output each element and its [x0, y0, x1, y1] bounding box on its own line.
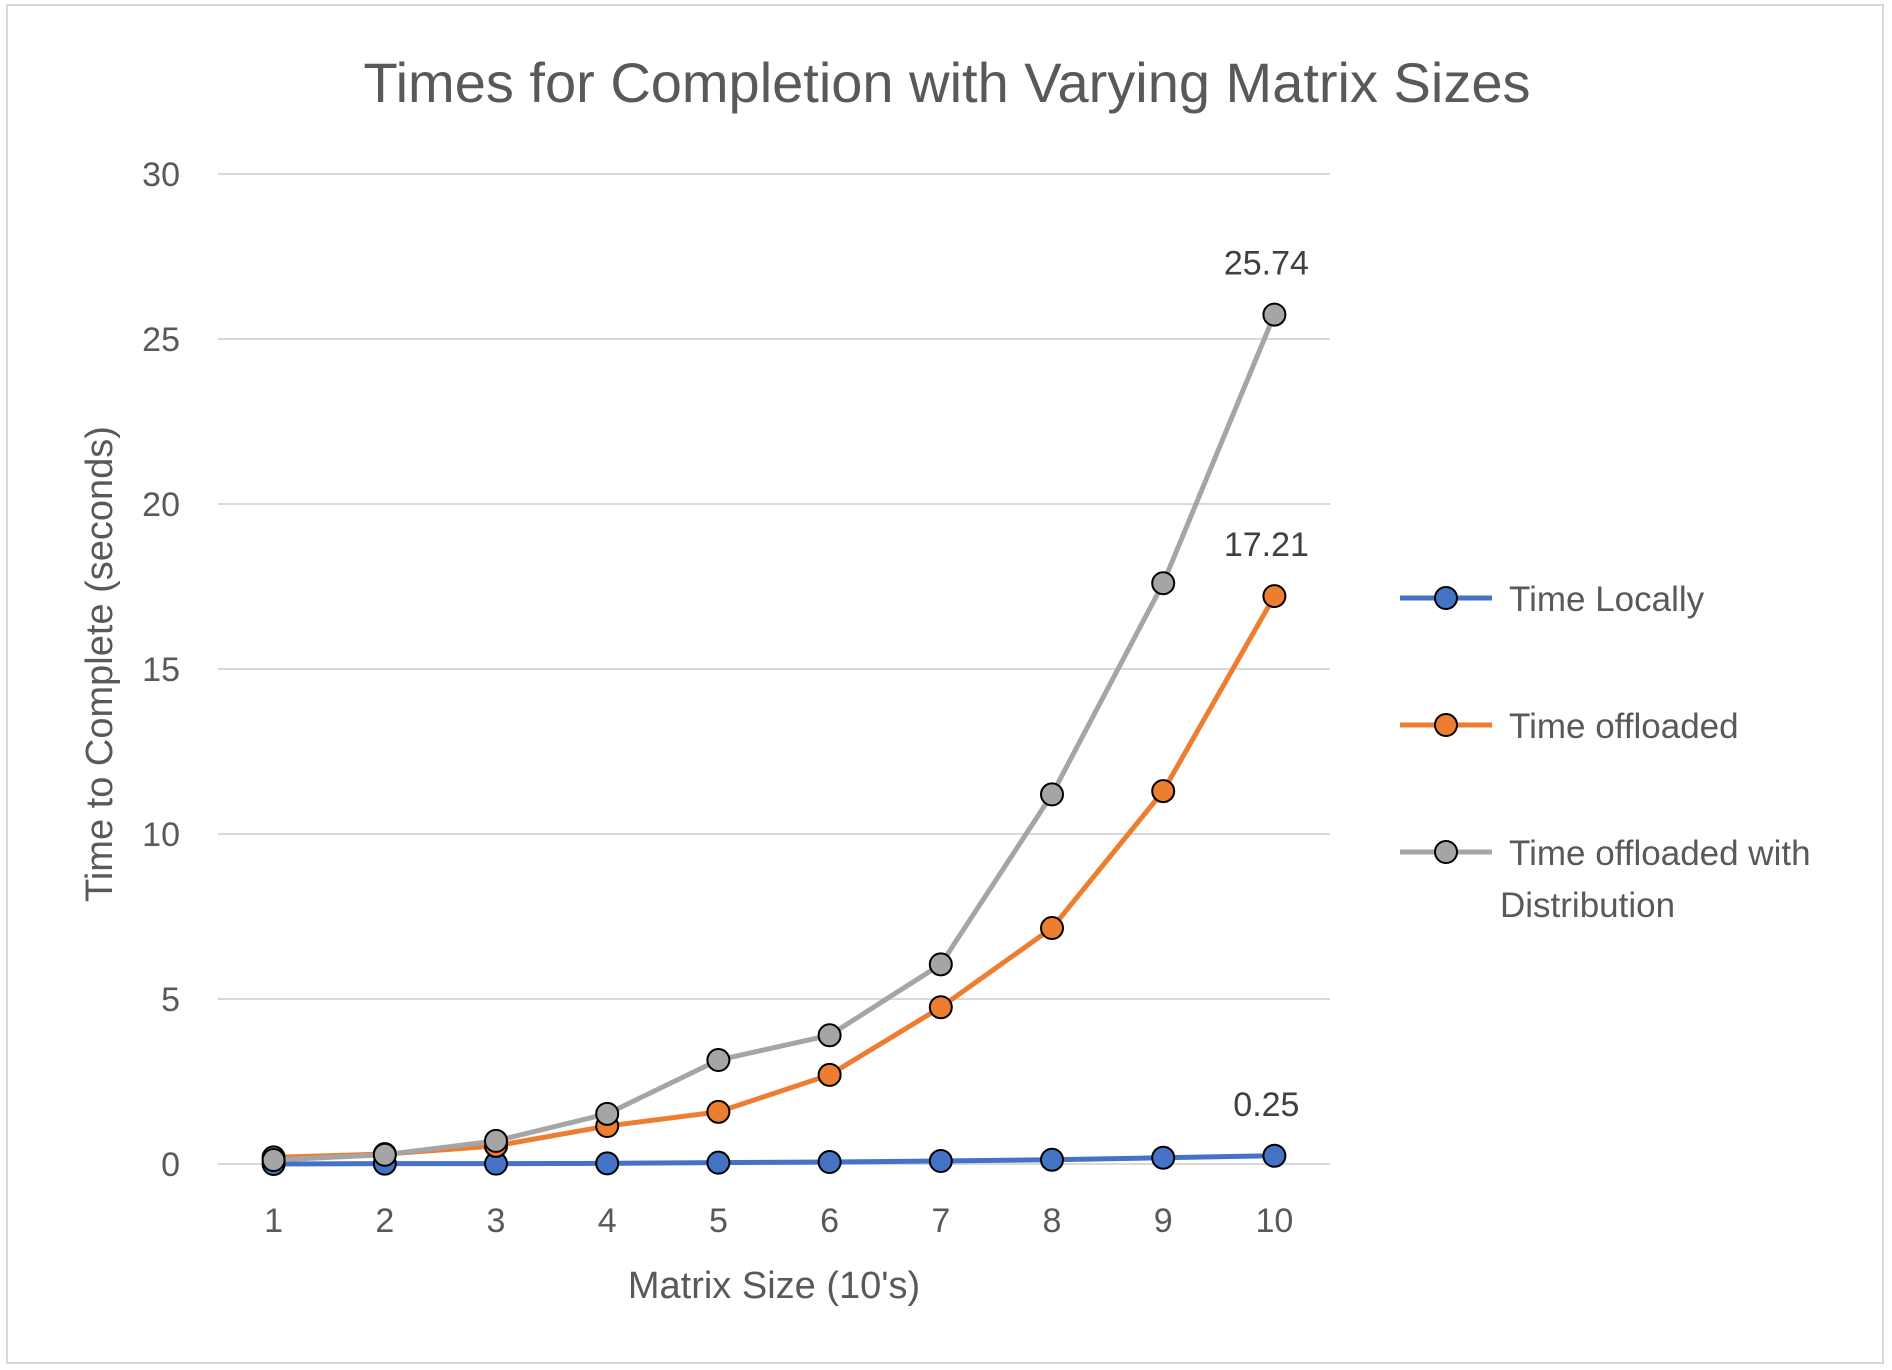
series-lines [261, 302, 1287, 1176]
legend-label: Distribution [1500, 886, 1675, 925]
data-point [372, 1142, 397, 1167]
data-point [1262, 584, 1287, 609]
legend-item-1: Time offloaded [1400, 707, 1739, 746]
y-tick-label: 10 [142, 816, 180, 854]
data-point [706, 1150, 731, 1175]
x-tick-label: 6 [820, 1202, 839, 1240]
data-point [1262, 1143, 1287, 1168]
legend-label: Time Locally [1509, 580, 1705, 619]
data-point [928, 995, 953, 1020]
x-tick-label: 4 [598, 1202, 617, 1240]
data-point [928, 952, 953, 977]
x-tick-label: 1 [264, 1202, 283, 1240]
data-point [1040, 916, 1064, 941]
data-point [261, 1148, 286, 1173]
y-tick-label: 20 [142, 486, 180, 524]
data-point [1151, 1145, 1176, 1170]
x-tick-label: 9 [1154, 1202, 1173, 1240]
chart-title: Times for Completion with Varying Matrix… [363, 51, 1530, 114]
y-axis-ticks: 0 5 10 15 20 25 30 [142, 156, 180, 1184]
x-axis-title: Matrix Size (10's) [628, 1265, 920, 1307]
legend-label: Time offloaded [1509, 707, 1739, 746]
series-line [271, 1153, 1277, 1167]
data-point [706, 1048, 731, 1073]
data-point [817, 1150, 842, 1175]
series-line [271, 312, 1277, 1163]
legend-marker [1434, 840, 1458, 864]
y-tick-label: 15 [142, 651, 180, 689]
data-point [1040, 1147, 1064, 1172]
data-point [595, 1151, 620, 1176]
data-label: 0.25 [1233, 1086, 1299, 1124]
x-tick-label: 2 [375, 1202, 394, 1240]
y-tick-label: 25 [142, 321, 180, 359]
y-axis-title: Time to Complete (seconds) [79, 426, 121, 902]
x-tick-label: 7 [931, 1202, 950, 1240]
data-point [595, 1101, 620, 1126]
legend-marker [1434, 713, 1458, 737]
y-tick-label: 0 [161, 1146, 180, 1184]
data-point [817, 1062, 842, 1087]
legend: Time Locally Time offloaded Time offloaded… [1400, 580, 1811, 925]
x-tick-label: 10 [1255, 1202, 1293, 1240]
data-point [1151, 779, 1176, 804]
data-point [1040, 782, 1064, 807]
series-1 [261, 584, 1287, 1170]
series-line [271, 593, 1277, 1160]
x-axis-ticks: 1 2 3 4 5 6 7 8 9 10 [264, 1202, 1293, 1240]
data-labels: 0.25 17.21 25.74 [1224, 245, 1309, 1124]
data-point [706, 1099, 731, 1124]
line-chart: Times for Completion with Varying Matrix… [79, 51, 1811, 1307]
data-point [484, 1128, 508, 1153]
x-tick-label: 3 [487, 1202, 506, 1240]
legend-item-0: Time Locally [1400, 580, 1705, 619]
data-point [817, 1023, 842, 1048]
legend-label: Time offloaded with [1509, 834, 1811, 873]
y-tick-label: 30 [142, 156, 180, 194]
data-point [928, 1149, 953, 1174]
data-point [1151, 571, 1176, 596]
legend-item-2: Time offloaded with Distribution [1400, 834, 1811, 925]
x-tick-label: 5 [709, 1202, 728, 1240]
x-tick-label: 8 [1043, 1202, 1062, 1240]
data-label: 25.74 [1224, 245, 1309, 283]
legend-marker [1434, 586, 1458, 610]
data-label: 17.21 [1224, 526, 1309, 564]
gridlines [218, 173, 1330, 1165]
y-tick-label: 5 [161, 981, 180, 1019]
chart-frame: Times for Completion with Varying Matrix… [6, 4, 1884, 1364]
series-2 [261, 302, 1287, 1173]
data-point [1262, 302, 1287, 327]
